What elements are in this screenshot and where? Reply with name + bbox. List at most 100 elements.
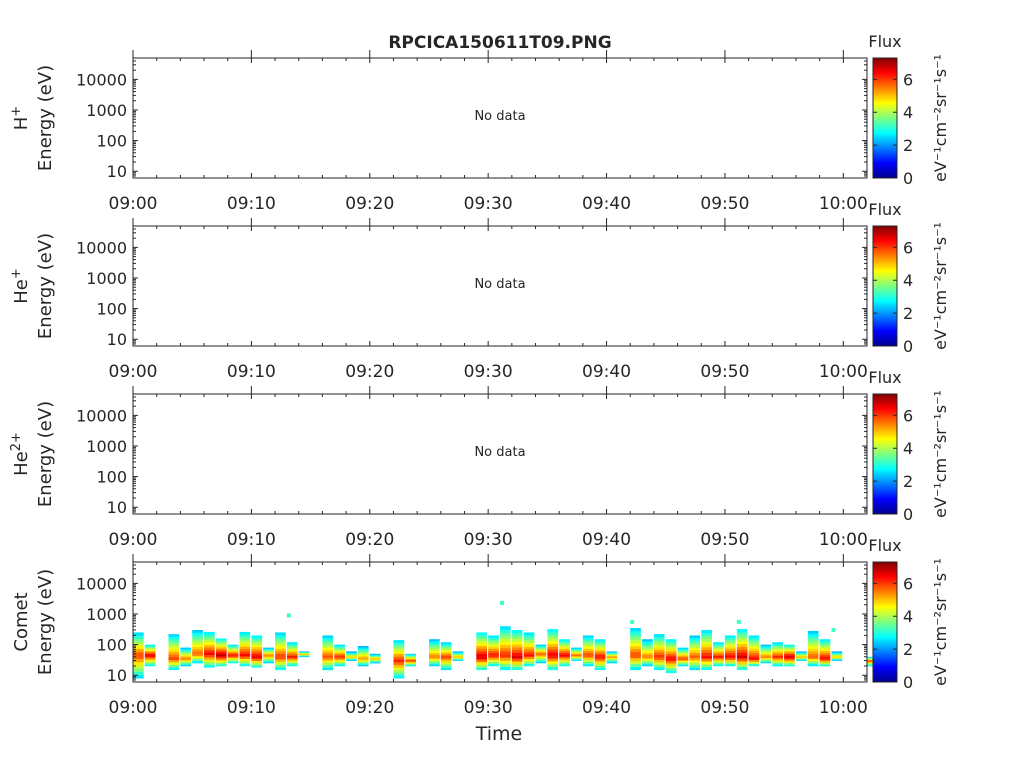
heatmap-cell: [133, 668, 144, 672]
heatmap-cell: [689, 640, 701, 644]
heatmap-cell: [559, 646, 570, 650]
heatmap-cell: [571, 651, 582, 653]
heatmap-cell: [275, 643, 286, 647]
heatmap-cell: [630, 628, 641, 632]
heatmap-cell: [440, 654, 452, 657]
heatmap-cell: [215, 660, 227, 663]
heatmap-cell: [476, 653, 487, 657]
heatmap-cell: [594, 652, 606, 655]
colorbar-tick-label: 0: [903, 505, 913, 524]
heatmap-cell: [144, 647, 156, 650]
heatmap-cell: [322, 640, 334, 644]
heatmap-cell: [606, 658, 618, 660]
heatmap-cell: [168, 652, 180, 655]
heatmap-cell: [322, 660, 334, 663]
heatmap-cell: [286, 662, 298, 665]
heatmap-cell: [500, 666, 511, 671]
heatmap-cell: [133, 648, 144, 653]
heatmap-cell: [405, 659, 416, 661]
heatmap-cell: [369, 657, 381, 659]
heatmap-cell: [748, 639, 760, 643]
heatmap-cell: [476, 659, 487, 663]
heatmap-cell: [452, 658, 464, 660]
heatmap-cell: [168, 646, 180, 650]
heatmap-cell: [677, 654, 689, 656]
heatmap-cell: [760, 647, 772, 649]
heatmap-cell: [346, 656, 357, 658]
heatmap-cell: [429, 654, 440, 657]
heatmap-cell: [168, 636, 180, 640]
heatmap-cell: [251, 635, 263, 638]
heatmap-cell: [440, 659, 452, 663]
heatmap-cell: [713, 654, 724, 657]
heatmap-cell: [642, 648, 653, 651]
heatmap-cell: [760, 659, 772, 661]
heatmap-cell: [547, 649, 559, 653]
heatmap-cell: [429, 652, 440, 655]
heatmap-cell: [535, 647, 547, 649]
heatmap-cell: [713, 650, 724, 653]
heatmap-cell: [251, 644, 263, 648]
heatmap-cell: [701, 635, 712, 639]
colorbar-title: Flux: [868, 32, 901, 51]
heatmap-cell: [429, 664, 440, 667]
heatmap-cell: [488, 657, 499, 660]
heatmap-cell: [867, 664, 878, 666]
heatmap-cell: [796, 655, 807, 657]
heatmap-cell: [346, 653, 357, 655]
heatmap-cell: [168, 659, 180, 663]
heatmap-cell: [867, 665, 878, 667]
heatmap-cell: [689, 655, 701, 658]
heatmap-cell: [144, 656, 156, 659]
heatmap-cell: [488, 641, 499, 645]
heatmap-cell: [760, 661, 772, 664]
heatmap-cell: [594, 663, 606, 666]
heatmap-cell: [665, 656, 677, 659]
heatmap-cell: [239, 634, 251, 637]
heatmap-cell: [653, 644, 665, 648]
heatmap-cell: [796, 654, 807, 655]
heatmap-cell: [677, 652, 689, 655]
heatmap-cell: [488, 637, 499, 641]
y-axis-label: Energy (eV): [35, 65, 56, 171]
heatmap-cell: [807, 648, 819, 652]
heatmap-cell: [286, 649, 298, 651]
x-tick-label: 10:00: [819, 194, 868, 214]
heatmap-cell: [665, 644, 677, 647]
heatmap-cell: [724, 648, 736, 651]
heatmap-cell: [405, 658, 416, 660]
x-tick-label: 09:50: [700, 530, 749, 550]
heatmap-cell: [500, 660, 511, 664]
heatmap-cell: [251, 665, 263, 668]
plot-frame: [132, 561, 868, 683]
heatmap-cell: [511, 635, 523, 639]
heatmap-cell: [831, 651, 843, 653]
heatmap-cell: [322, 645, 334, 648]
y-axis-label: Energy (eV): [35, 233, 56, 339]
heatmap-cell: [192, 656, 203, 659]
heatmap-cell: [807, 646, 819, 649]
x-tick-label: 09:20: [345, 530, 394, 550]
heatmap-cell: [180, 647, 192, 650]
heatmap-cell: [582, 650, 594, 654]
heatmap-cell: [772, 654, 783, 657]
heatmap-cell: [215, 640, 227, 643]
heatmap-cell: [535, 656, 547, 658]
heatmap-cell: [630, 657, 641, 662]
heatmap-cell: [653, 667, 665, 671]
heatmap-cell: [582, 659, 594, 662]
heatmap-cell: [405, 655, 416, 657]
heatmap-cell: [701, 658, 712, 662]
heatmap-cell: [298, 652, 310, 653]
heatmap-cell: [653, 654, 665, 658]
heatmap-cell: [215, 646, 227, 649]
heatmap-cell: [772, 647, 783, 650]
heatmap-cell: [215, 642, 227, 645]
heatmap-cell: [642, 652, 653, 655]
heatmap-cell: [689, 650, 701, 653]
heatmap-cell: [819, 652, 831, 655]
heatmap-cell: [867, 657, 878, 659]
heatmap-cell: [559, 645, 570, 648]
heatmap-cell: [227, 660, 239, 662]
heatmap-cell: [239, 646, 251, 650]
